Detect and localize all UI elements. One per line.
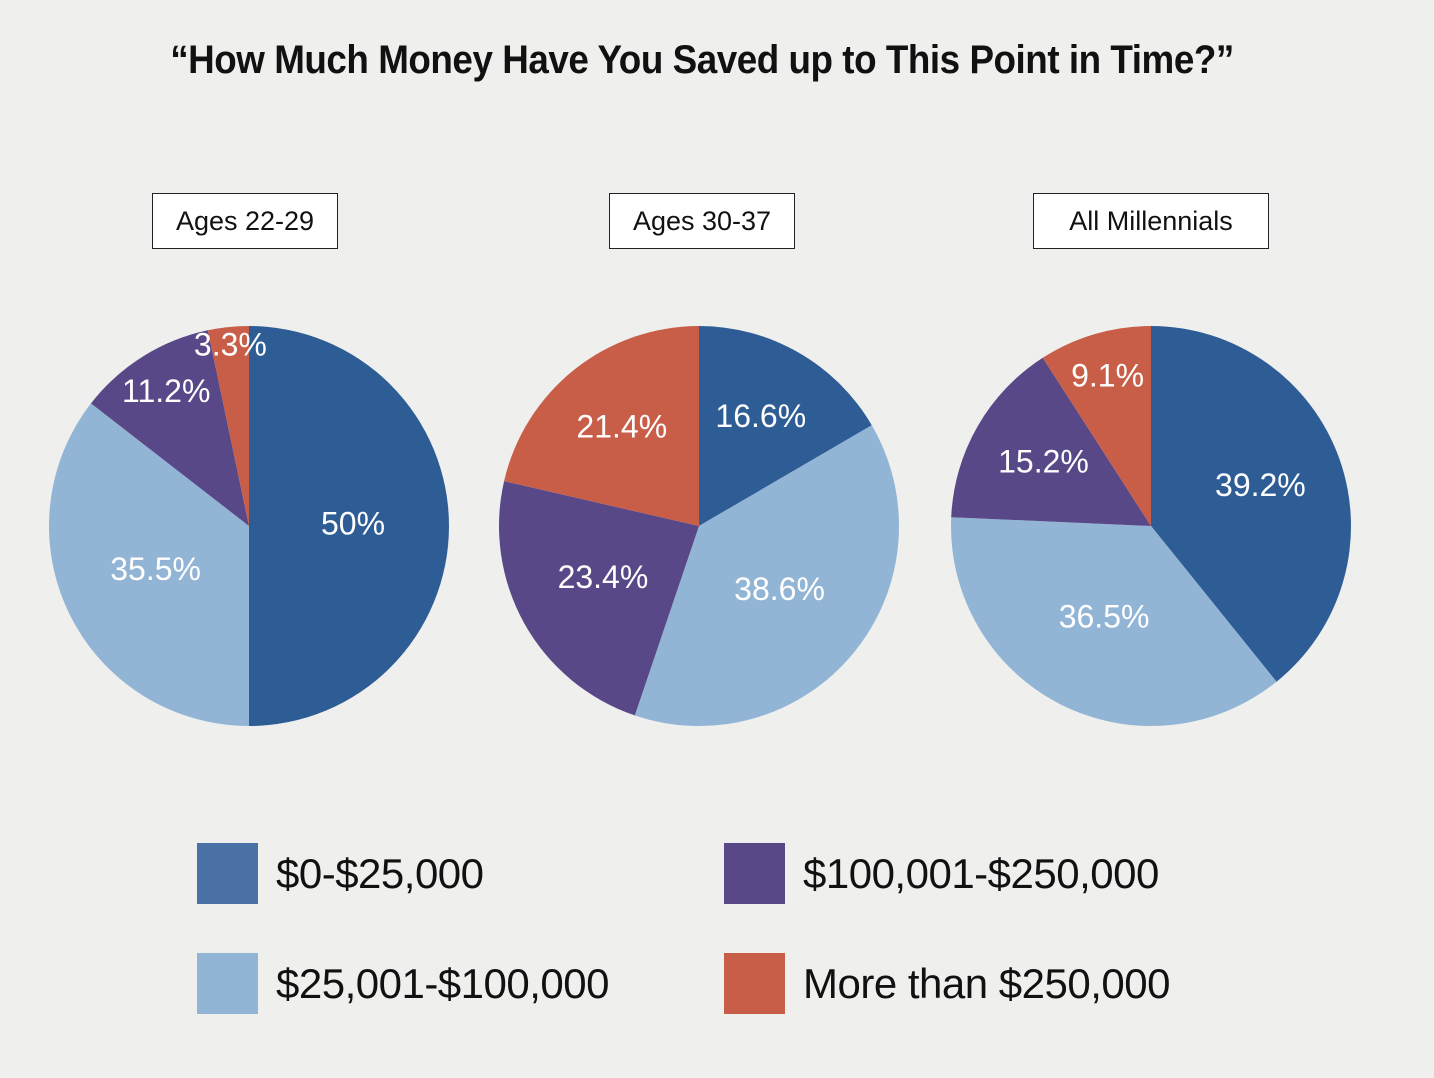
pie-slice-2-0-25000	[1151, 326, 1351, 682]
legend-label-25001-100000: $25,001-$100,000	[276, 959, 609, 1007]
panel-label-all-millennials: All Millennials	[1033, 193, 1269, 249]
pie-slice-label-0-0-25000: 50%	[321, 505, 385, 541]
legend-item-0-25000: $0-$25,000	[197, 843, 484, 904]
pie-slice-label-1-25001-100000: 38.6%	[734, 571, 825, 607]
pie-chart-all-millennials: 39.2% 36.5% 15.2% 9.1%	[951, 326, 1351, 726]
pie-chart-ages-22-29: 50% 35.5% 11.2% 3.3%	[49, 326, 449, 726]
legend-swatch-0-25000	[197, 843, 258, 904]
pie-slice-label-1-100001-250000: 23.4%	[558, 559, 649, 595]
legend-label-more-than-250000: More than $250,000	[803, 959, 1170, 1007]
pie-slice-label-2-more-than-250000: 9.1%	[1071, 358, 1144, 394]
pie-slice-1-more-than-250000	[504, 326, 699, 526]
pie-chart-ages-30-37: 16.6% 38.6% 23.4% 21.4%	[499, 326, 899, 726]
pie-slice-label-1-more-than-250000: 21.4%	[576, 408, 667, 444]
pie-slice-0-100001-250000	[90, 330, 249, 526]
legend-item-25001-100000: $25,001-$100,000	[197, 953, 609, 1014]
pie-slice-0-more-than-250000	[207, 326, 249, 526]
pie-slice-2-100001-250000	[951, 357, 1151, 526]
legend-item-100001-250000: $100,001-$250,000	[724, 843, 1159, 904]
legend-item-more-than-250000: More than $250,000	[724, 953, 1170, 1014]
panel-label-ages-30-37: Ages 30-37	[609, 193, 795, 249]
pie-slice-label-2-25001-100000: 36.5%	[1059, 598, 1150, 634]
legend-label-100001-250000: $100,001-$250,000	[803, 849, 1159, 897]
pie-slice-2-25001-100000	[951, 517, 1277, 726]
pie-slice-label-0-25001-100000: 35.5%	[110, 551, 201, 587]
panel-label-ages-22-29: Ages 22-29	[152, 193, 338, 249]
pie-slice-0-0-25000	[249, 326, 449, 726]
legend-swatch-100001-250000	[724, 843, 785, 904]
pie-slice-1-0-25000	[699, 326, 872, 526]
legend-swatch-more-than-250000	[724, 953, 785, 1014]
pie-slice-label-2-0-25000: 39.2%	[1215, 467, 1306, 503]
chart-title: “How Much Money Have You Saved up to Thi…	[170, 38, 1234, 82]
legend-label-0-25000: $0-$25,000	[276, 849, 484, 897]
pie-slice-label-2-100001-250000: 15.2%	[998, 444, 1089, 480]
pie-slice-1-25001-100000	[634, 425, 899, 726]
pie-slice-label-1-0-25000: 16.6%	[715, 398, 806, 434]
pie-slice-label-0-more-than-250000: 3.3%	[194, 326, 267, 362]
pie-slice-2-more-than-250000	[1042, 326, 1151, 526]
pie-slice-1-100001-250000	[499, 481, 699, 716]
legend-swatch-25001-100000	[197, 953, 258, 1014]
pie-slice-label-0-100001-250000: 11.2%	[122, 373, 210, 409]
pie-slice-0-25001-100000	[49, 403, 249, 726]
